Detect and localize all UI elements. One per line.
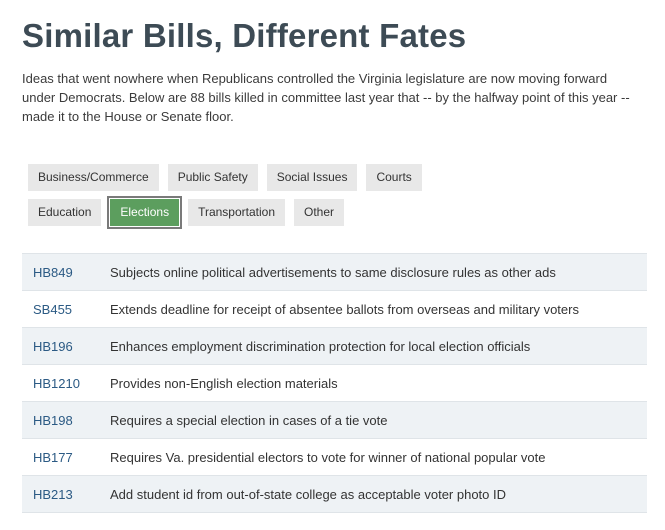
filter-courts[interactable]: Courts: [366, 164, 422, 191]
page-container: Similar Bills, Different Fates Ideas tha…: [22, 14, 647, 513]
bill-id-link[interactable]: HB196: [33, 338, 73, 354]
bills-list: HB849 Subjects online political advertis…: [22, 253, 647, 513]
bill-row: HB177 Requires Va. presidential electors…: [22, 439, 647, 476]
bill-row: HB196 Enhances employment discrimination…: [22, 328, 647, 365]
bill-id-link[interactable]: SB455: [33, 301, 73, 317]
filter-row-2: Education Elections Transportation Other: [28, 196, 647, 229]
bill-id-link[interactable]: HB198: [33, 412, 73, 428]
bill-title: Enhances employment discrimination prote…: [110, 338, 531, 354]
bill-row: HB198 Requires a special election in cas…: [22, 402, 647, 439]
filter-education[interactable]: Education: [28, 199, 102, 226]
page-title: Similar Bills, Different Fates: [22, 17, 467, 54]
filter-other[interactable]: Other: [294, 199, 345, 226]
bill-title: Extends deadline for receipt of absentee…: [110, 301, 579, 317]
filter-transportation[interactable]: Transportation: [188, 199, 286, 226]
bill-title: Requires a special election in cases of …: [110, 412, 388, 428]
bill-title: Subjects online political advertisements…: [110, 264, 556, 280]
bill-row: HB1210 Provides non-English election mat…: [22, 365, 647, 402]
bill-id-link[interactable]: HB177: [33, 449, 73, 465]
filter-elections[interactable]: Elections: [107, 196, 183, 229]
bill-row: HB849 Subjects online political advertis…: [22, 254, 647, 291]
bill-title: Provides non-English election materials: [110, 375, 338, 391]
bill-id-link[interactable]: HB849: [33, 264, 73, 280]
filter-public-safety[interactable]: Public Safety: [167, 164, 258, 191]
bill-title: Requires Va. presidential electors to vo…: [110, 449, 546, 465]
bill-title: Add student id from out-of-state college…: [110, 486, 507, 502]
bill-row: HB213 Add student id from out-of-state c…: [22, 476, 647, 513]
bill-id-link[interactable]: HB213: [33, 486, 73, 502]
bill-row: SB455 Extends deadline for receipt of ab…: [22, 291, 647, 328]
page-description: Ideas that went nowhere when Republicans…: [22, 71, 630, 124]
filter-social-issues[interactable]: Social Issues: [266, 164, 358, 191]
category-filters: Business/Commerce Public Safety Social I…: [22, 164, 647, 229]
bill-id-link[interactable]: HB1210: [33, 375, 80, 391]
filter-row-1: Business/Commerce Public Safety Social I…: [28, 164, 647, 191]
filter-business-commerce[interactable]: Business/Commerce: [28, 164, 159, 191]
